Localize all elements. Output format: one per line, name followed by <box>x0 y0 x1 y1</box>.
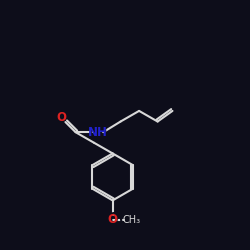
Text: CH₃: CH₃ <box>122 215 141 225</box>
Text: O: O <box>108 213 118 226</box>
Text: NH: NH <box>88 126 108 139</box>
Text: CH₃: CH₃ <box>119 213 144 227</box>
Text: O: O <box>56 110 66 125</box>
Text: NH: NH <box>88 125 108 140</box>
Text: O: O <box>108 212 118 227</box>
Text: O: O <box>56 111 66 124</box>
